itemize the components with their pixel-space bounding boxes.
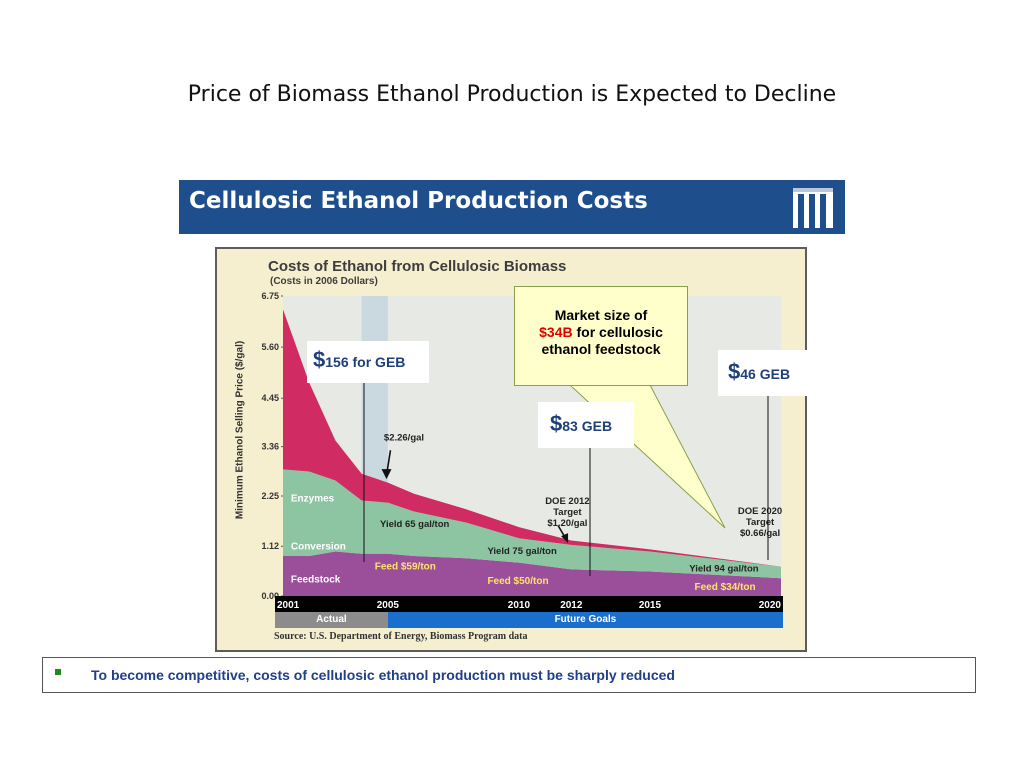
x-tick-label: 2012 xyxy=(560,600,583,611)
chart-source: Source: U.S. Department of Energy, Bioma… xyxy=(274,631,528,642)
annotation-doe-2020: Target xyxy=(746,517,775,528)
period-future-goals: Future Goals xyxy=(387,612,783,628)
y-tick-label: 4.45 xyxy=(261,393,279,403)
market-size-callout: Market size of $34B for cellulosic ethan… xyxy=(514,286,688,386)
period-actual: Actual xyxy=(275,612,388,628)
callout-amount: 156 for GEB xyxy=(325,354,406,370)
bullet-square-icon xyxy=(55,669,61,675)
feed-label: Feed $34/ton xyxy=(695,582,756,593)
dollar-sign: $ xyxy=(313,347,326,372)
y-tick-label: 6.75 xyxy=(261,291,279,301)
chart-subtitle: (Costs in 2006 Dollars) xyxy=(270,276,378,287)
y-tick-label: 1.12 xyxy=(261,541,279,551)
bullet-box: To become competitive, costs of cellulos… xyxy=(42,657,976,693)
area-feedstock xyxy=(283,551,781,596)
annotation-doe-2020: $0.66/gal xyxy=(740,528,780,539)
callout-83-geb: $83 GEB xyxy=(538,402,634,448)
feed-label: Feed $59/ton xyxy=(375,561,436,572)
market-value: $34B xyxy=(539,324,573,340)
feed-label: Feed $50/ton xyxy=(487,576,548,587)
market-line-1: Market size of xyxy=(554,307,648,323)
x-tick-label: 2010 xyxy=(508,600,531,611)
slide-title: Price of Biomass Ethanol Production is E… xyxy=(187,82,837,107)
y-tick-label: 0.00 xyxy=(261,591,279,601)
annotation-arrowhead xyxy=(381,469,392,480)
y-tick-label: 3.36 xyxy=(261,442,279,452)
chart-title: Costs of Ethanol from Cellulosic Biomass xyxy=(268,258,567,275)
callout-156-geb: $156 for GEB xyxy=(307,341,429,383)
area-enzymes xyxy=(283,309,781,567)
annotation-doe-2012: $1.20/gal xyxy=(547,518,587,529)
yield-label: Yield 94 gal/ton xyxy=(689,564,759,575)
bullet-text: To become competitive, costs of cellulos… xyxy=(91,667,675,683)
x-tick-label: 2005 xyxy=(377,600,400,611)
annotation-doe-2020: DOE 2020 xyxy=(738,506,782,517)
area-conversion xyxy=(283,469,781,579)
x-axis-bar xyxy=(275,596,783,612)
chart-banner: Cellulosic Ethanol Production Costs xyxy=(179,180,845,234)
callout-amount: 83 GEB xyxy=(562,418,613,434)
annotation-doe-2012: Target xyxy=(553,507,582,518)
y-tick-label: 5.60 xyxy=(261,342,279,352)
market-line-2: $34B for cellulosic xyxy=(539,324,663,340)
series-label-feedstock: Feedstock xyxy=(291,575,341,586)
market-line-3: ethanol feedstock xyxy=(541,341,661,357)
dollar-sign: $ xyxy=(728,359,741,384)
annotation-doe-2012: DOE 2012 xyxy=(545,496,589,507)
annotation-2-26: $2.26/gal xyxy=(384,432,424,443)
annotation-arrowhead xyxy=(561,533,569,544)
yield-label: Yield 65 gal/ton xyxy=(380,519,450,530)
x-tick-label: 2001 xyxy=(277,600,300,611)
y-tick-label: 2.25 xyxy=(261,491,279,501)
x-tick-label: 2020 xyxy=(759,600,782,611)
callout-amount: 46 GEB xyxy=(740,366,791,382)
series-label-conversion: Conversion xyxy=(291,541,346,552)
x-tick-label: 2015 xyxy=(639,600,662,611)
dollar-sign: $ xyxy=(550,411,563,436)
series-label-enzymes: Enzymes xyxy=(291,493,335,504)
banner-title: Cellulosic Ethanol Production Costs xyxy=(189,188,648,214)
callout-46-geb: $46 GEB xyxy=(718,350,808,396)
yield-label: Yield 75 gal/ton xyxy=(487,546,557,557)
building-logo-icon xyxy=(793,188,833,228)
